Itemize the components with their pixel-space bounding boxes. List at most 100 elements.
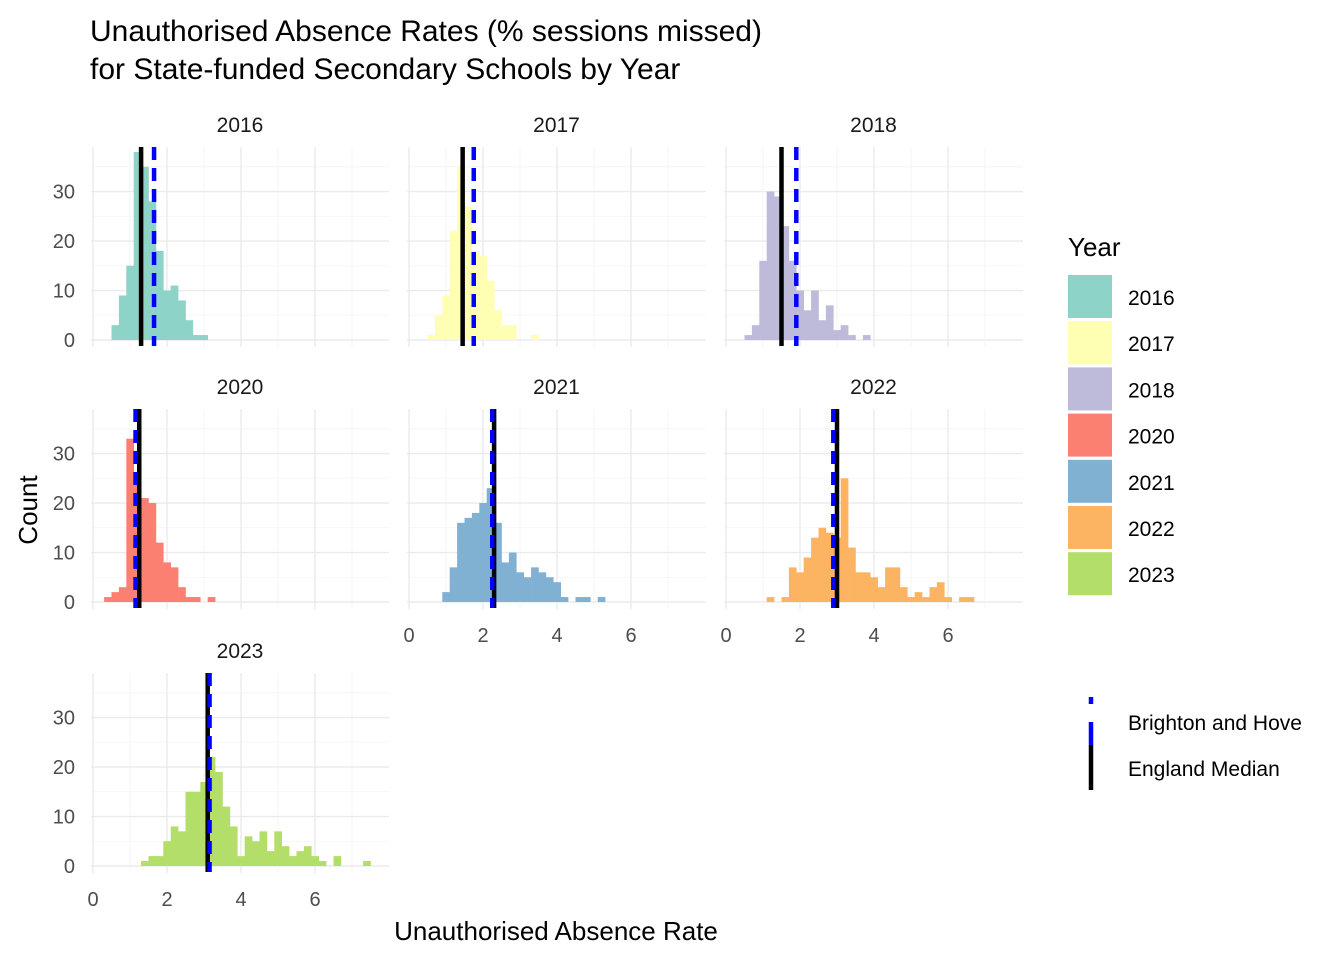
legend-label: 2021: [1128, 472, 1175, 495]
histogram-bar: [281, 846, 290, 866]
histogram-bar: [922, 597, 930, 602]
legend-label-brighton: Brighton and Hove: [1128, 712, 1302, 735]
histogram-bar: [464, 206, 473, 340]
legend-label: 2017: [1128, 333, 1175, 356]
histogram-bar: [442, 295, 450, 340]
histogram-bar: [178, 587, 186, 602]
histogram-bar: [597, 597, 606, 602]
legend-key-2022: [1068, 506, 1112, 549]
histogram-bar: [516, 572, 524, 602]
x-tick-label: 4: [235, 889, 246, 911]
histogram-bar: [155, 856, 164, 866]
legend-key-2023: [1068, 552, 1112, 596]
x-tick-label: 2: [477, 625, 488, 647]
histogram-bar: [825, 305, 834, 340]
legend-key-2017: [1068, 321, 1112, 365]
histogram-bar: [508, 552, 517, 602]
histogram-bar: [126, 438, 134, 602]
histogram-bar: [494, 310, 502, 340]
histogram-bar: [759, 260, 767, 340]
x-tick-label: 6: [942, 625, 953, 647]
histogram-bar: [471, 512, 480, 602]
x-axis-title: Unauthorised Absence Rate: [394, 916, 718, 946]
x-tick-label: 2: [161, 889, 172, 911]
panel-2023: 2023 0 10 20 30 0 2 4 6: [53, 640, 389, 911]
histogram-bar: [479, 503, 487, 602]
histogram-bar: [185, 597, 194, 602]
histogram-bar: [296, 851, 305, 866]
histogram-bar: [178, 831, 186, 866]
histogram-bar: [252, 841, 260, 866]
y-tick-label: 0: [64, 330, 75, 352]
histogram-bar: [222, 806, 231, 866]
histogram-bar: [751, 325, 760, 340]
histogram-bar: [449, 231, 458, 340]
x-tick-label: 2: [794, 625, 805, 647]
facet-label: 2022: [850, 376, 897, 399]
legend-key-2020: [1068, 413, 1112, 457]
histogram-bar: [553, 582, 561, 602]
histogram-bar: [781, 597, 790, 602]
histogram-bar: [155, 542, 164, 602]
histogram-bar: [811, 290, 819, 340]
histogram-bar: [163, 290, 171, 340]
legend-label: 2016: [1128, 287, 1175, 310]
facet-label: 2018: [850, 114, 897, 137]
panel-2018: 2018: [724, 114, 1023, 347]
y-tick-label: 0: [64, 856, 75, 878]
histogram-bar: [118, 587, 127, 602]
y-tick-label: 30: [53, 182, 75, 204]
histogram-bar: [796, 290, 804, 340]
histogram-bar: [870, 577, 878, 602]
histogram-bar: [442, 592, 450, 602]
panel-2017: 2017: [407, 114, 706, 347]
histogram-bar: [486, 280, 495, 340]
legend-key-2021: [1068, 459, 1112, 503]
y-tick-label: 10: [53, 807, 75, 829]
histogram-bar: [781, 226, 790, 340]
histogram-bar: [170, 567, 179, 602]
legend-key-2018: [1068, 367, 1112, 411]
histogram-bar: [111, 325, 120, 340]
y-tick-label: 10: [53, 281, 75, 303]
histogram-bar: [464, 517, 473, 602]
histogram-bar: [523, 577, 532, 602]
y-tick-label: 0: [64, 592, 75, 614]
histogram-bar: [111, 592, 120, 602]
histogram-bar: [788, 567, 797, 602]
histogram-bar: [582, 597, 591, 602]
histogram-bar: [148, 201, 157, 340]
histogram-bar: [892, 567, 901, 602]
histogram-bar: [318, 861, 327, 866]
histogram-bar: [840, 478, 849, 602]
legend-label: 2018: [1128, 379, 1175, 402]
legend: Year 2016 2017 2018 2020 2021 2022 2023 Brighto…: [1068, 232, 1302, 790]
legend-key-2016: [1068, 275, 1112, 318]
histogram-bar: [508, 325, 517, 340]
histogram-bar: [178, 300, 186, 340]
histogram-bar: [266, 851, 275, 866]
histogram-bar: [575, 597, 584, 602]
facet-label: 2021: [533, 376, 580, 399]
histogram-bar: [501, 562, 510, 602]
histogram-bar: [207, 597, 216, 602]
histogram-bar: [766, 191, 775, 340]
histogram-bar: [855, 572, 864, 602]
chart-title-line-1: Unauthorised Absence Rates (% sessions m…: [90, 15, 762, 48]
y-tick-label: 20: [53, 757, 75, 779]
histogram-bar: [959, 597, 967, 602]
histogram-bar: [560, 597, 569, 602]
histogram-bar: [229, 826, 238, 866]
x-tick-label: 0: [403, 625, 414, 647]
x-tick-label: 4: [868, 625, 879, 647]
histogram-bar: [133, 151, 142, 340]
histogram-bar: [966, 597, 975, 602]
histogram-bar: [200, 781, 208, 866]
y-tick-label: 20: [53, 493, 75, 515]
histogram-bar: [936, 582, 945, 602]
histogram-bar: [531, 567, 539, 602]
histogram-bar: [877, 587, 886, 602]
histogram-bar: [141, 166, 149, 340]
histogram-bar: [818, 320, 827, 340]
